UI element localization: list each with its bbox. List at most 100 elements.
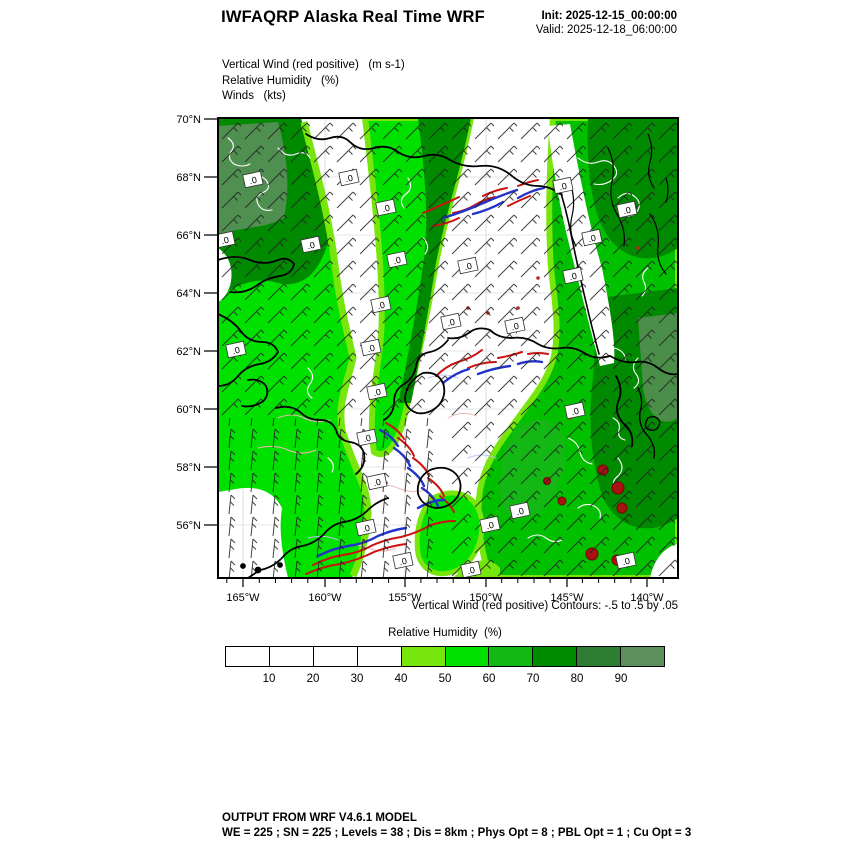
model-info-line1: OUTPUT FROM WRF V4.6.1 MODEL [222, 812, 417, 824]
lon-tick-label: 150°W [469, 592, 503, 604]
lat-tick-label: 62°N [176, 346, 201, 358]
svg-text:.0: .0 [362, 433, 371, 444]
axis-ticks [204, 118, 664, 587]
page-title: IWFAQRP Alaska Real Time WRF [221, 8, 485, 26]
contour-label: .0 [581, 228, 603, 247]
contour-label: .0 [375, 198, 397, 217]
colorbar-tick: 60 [482, 673, 496, 685]
colorbar-tick: 40 [394, 673, 408, 685]
svg-text:.0: .0 [621, 556, 630, 567]
lon-tick-label: 160°W [308, 592, 342, 604]
contour-label: .0 [392, 551, 414, 570]
map-frame [217, 117, 679, 579]
svg-text:.0: .0 [376, 300, 385, 311]
contour-label: .0 [457, 256, 479, 275]
colorbar-cell [489, 647, 534, 666]
colorbar-cell [621, 647, 665, 666]
contour-label: .0 [366, 472, 388, 491]
lat-tick-label: 56°N [176, 520, 201, 532]
colorbar-tick: 50 [438, 673, 452, 685]
legend-winds: Winds (kts) [222, 90, 286, 102]
svg-text:.0: .0 [220, 235, 229, 246]
svg-text:.0: .0 [558, 181, 567, 192]
colorbar-cell [226, 647, 270, 666]
contour-label: .0 [242, 170, 264, 189]
svg-text:.0: .0 [372, 387, 381, 398]
lon-tick-label: 155°W [388, 592, 422, 604]
colorbar-tick: 20 [306, 673, 320, 685]
contour-label: .0 [338, 168, 360, 187]
colorbar-cell [445, 647, 490, 666]
svg-text:.0: .0 [510, 321, 519, 332]
colorbar-tick: 90 [614, 673, 628, 685]
legend-vertical-wind: Vertical Wind (red positive) (m s-1) [222, 59, 405, 71]
contour-labels-layer: .0 .0 .0 .0 .0 .0 .0 .0 .0 .0 .0 .0 .0 .… [218, 168, 638, 578]
contour-label: .0 [615, 551, 637, 570]
contour-label: .0 [366, 382, 388, 401]
contour-label: .0 [356, 428, 378, 447]
svg-text:.0: .0 [587, 233, 596, 244]
lat-tick-label: 70°N [176, 114, 201, 126]
svg-text:.0: .0 [398, 556, 407, 567]
coastline-layer [218, 133, 678, 578]
svg-text:.0: .0 [361, 523, 370, 534]
model-info-line2: WE = 225 ; SN = 225 ; Levels = 38 ; Dis … [222, 826, 692, 839]
svg-text:.0: .0 [568, 271, 577, 282]
svg-text:.0: .0 [248, 175, 257, 186]
colorbar [225, 646, 665, 667]
contour-label: .0 [552, 176, 574, 195]
contour-label: .0 [509, 501, 531, 520]
contour-label: .0 [370, 295, 392, 314]
contour-label: .0 [360, 338, 382, 357]
wind-barbs-layer [218, 118, 678, 578]
svg-text:.0: .0 [446, 317, 455, 328]
svg-text:.0: .0 [381, 203, 390, 214]
colorbar-tick: 10 [262, 673, 276, 685]
lat-tick-label: 68°N [176, 172, 201, 184]
svg-text:.0: .0 [372, 477, 381, 488]
contour-label: .0 [386, 250, 408, 269]
contour-label: .0 [440, 312, 462, 331]
svg-text:.0: .0 [306, 240, 315, 251]
contour-label: .0 [300, 235, 322, 254]
colorbar-tick: 70 [526, 673, 540, 685]
field-legend: Vertical Wind (red positive) (m s-1) Rel… [222, 58, 405, 105]
svg-text:.0: .0 [392, 255, 401, 266]
lat-tick-label: 58°N [176, 462, 201, 474]
svg-text:.0: .0 [570, 406, 579, 417]
contour-label: .0 [218, 230, 236, 249]
svg-text:.0: .0 [466, 565, 475, 576]
legend-relative-humidity: Relative Humidity (%) [222, 74, 339, 87]
contour-label: .0 [225, 340, 247, 359]
lon-tick-label: 145°W [550, 592, 584, 604]
lat-axis-labels: 70°N 68°N 66°N 64°N 62°N 60°N 58°N 56°N [176, 114, 201, 532]
contour-caption: Vertical Wind (red positive) Contours: -… [411, 600, 678, 612]
contour-label: .0 [504, 316, 526, 335]
init-time: Init: 2025-12-15_00:00:00 [541, 10, 677, 22]
contour-label: .0 [460, 560, 482, 578]
svg-text:.0: .0 [344, 173, 353, 184]
colorbar-cell [357, 647, 402, 666]
valid-time: Valid: 2025-12-18_06:00:00 [535, 24, 677, 36]
svg-text:.0: .0 [485, 520, 494, 531]
model-info: OUTPUT FROM WRF V4.6.1 MODEL WE = 225 ; … [222, 811, 691, 840]
wrf-map: .0 .0 .0 .0 .0 .0 .0 .0 .0 .0 .0 .0 .0 .… [176, 114, 679, 604]
colorbar-tick: 30 [350, 673, 364, 685]
svg-text:.0: .0 [515, 506, 524, 517]
lon-axis-labels: 165°W 160°W 155°W 150°W 145°W 140°W [226, 592, 664, 604]
lat-tick-label: 64°N [176, 288, 201, 300]
colorbar-title: Relative Humidity (%) [388, 627, 502, 639]
run-info: Init: 2025-12-15_00:00:00 Valid: 2025-12… [536, 9, 677, 37]
contour-label: .0 [355, 518, 377, 537]
colorbar-cell [313, 647, 358, 666]
svg-text:.0: .0 [231, 345, 240, 356]
colorbar-cell [401, 647, 446, 666]
lat-tick-label: 60°N [176, 404, 201, 416]
colorbar-cell [577, 647, 622, 666]
map-area: .0 .0 .0 .0 .0 .0 .0 .0 .0 .0 .0 .0 .0 .… [217, 117, 679, 579]
svg-text:.0: .0 [463, 261, 472, 272]
colorbar-cell [533, 647, 578, 666]
svg-text:.0: .0 [366, 343, 375, 354]
colorbar-tick-labels: 10 20 30 40 50 60 70 80 90 [225, 673, 665, 689]
contour-label: .0 [562, 266, 584, 285]
